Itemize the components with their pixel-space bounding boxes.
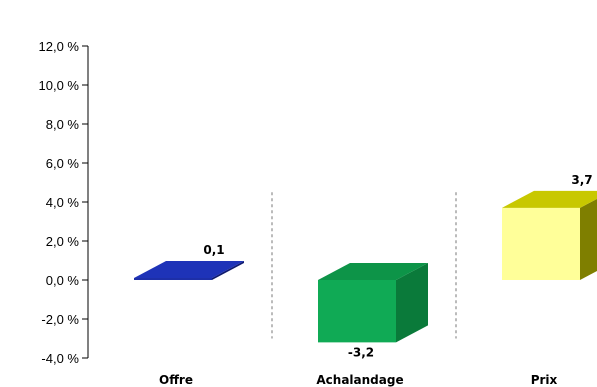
data-label: 3,7 — [571, 173, 592, 187]
data-label: -3,2 — [348, 345, 374, 359]
labels: 0,1 Offre -3,2 Achalandage 3,7 Prix — [159, 173, 593, 387]
bar-side — [212, 261, 244, 280]
y-tick-label: -4,0 % — [41, 351, 79, 366]
bar-offre — [134, 261, 244, 280]
bar-top — [318, 263, 428, 280]
y-tick-label: 6,0 % — [46, 156, 80, 171]
bar-prix — [502, 190, 597, 280]
bars — [134, 190, 597, 343]
category-label: Prix — [531, 373, 558, 387]
bar-achalandage — [318, 263, 428, 343]
bar-front — [134, 278, 212, 280]
bar-side — [396, 263, 428, 343]
y-axis: 12,0 % 10,0 % 8,0 % 6,0 % 4,0 % 2,0 % 0,0 % -2,… — [39, 39, 89, 366]
category-label: Achalandage — [316, 373, 403, 387]
bar-front — [502, 207, 580, 280]
category-separators — [271, 192, 457, 339]
y-tick-label: 0,0 % — [46, 273, 80, 288]
category-label: Offre — [159, 373, 193, 387]
data-label: 0,1 — [203, 243, 224, 257]
bar-front — [318, 280, 396, 343]
y-tick-label: 12,0 % — [39, 39, 80, 54]
y-tick-label: 8,0 % — [46, 117, 80, 132]
y-tick-label: -2,0 % — [41, 312, 79, 327]
y-tick-label: 10,0 % — [39, 78, 80, 93]
bar-top — [502, 190, 597, 208]
y-tick-label: 4,0 % — [46, 195, 80, 210]
bar-top — [134, 261, 244, 279]
y-tick-label: 2,0 % — [46, 234, 80, 249]
bar-side — [580, 198, 597, 280]
